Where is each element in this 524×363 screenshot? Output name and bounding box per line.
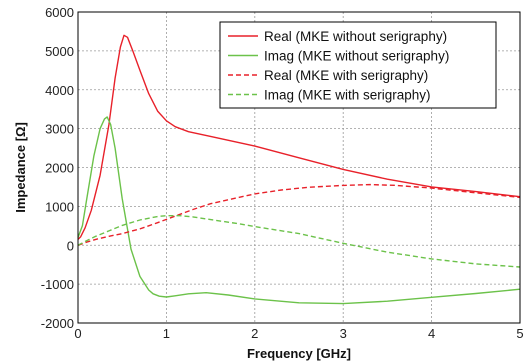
x-tick-label: 2 — [251, 326, 258, 341]
series-line-0 — [77, 34, 521, 240]
legend-entry-label: Imag (MKE with serigraphy) — [264, 88, 431, 103]
y-tick-label: 2000 — [45, 161, 74, 176]
x-axis-label: Frequency [GHz] — [247, 346, 351, 361]
plot-frame — [77, 11, 521, 324]
series-line-3 — [77, 215, 521, 268]
y-tick-label: 3000 — [45, 122, 74, 137]
legend-entry-label: Imag (MKE without serigraphy) — [264, 49, 449, 64]
y-tick-label: 4000 — [45, 83, 74, 98]
y-tick-label: 0 — [67, 238, 74, 253]
x-tick-label: 5 — [516, 326, 523, 341]
y-tick-label: -1000 — [41, 277, 74, 292]
x-tick-label: 3 — [340, 326, 347, 341]
y-tick-label: 6000 — [45, 5, 74, 20]
legend-box — [219, 21, 497, 109]
x-tick-label: 0 — [74, 326, 81, 341]
y-tick-label: 1000 — [45, 199, 74, 214]
tick-labels: 0 1 2 3 4 5 -2000 -1000 0 1000 2000 3000 4000 5000 600… — [41, 5, 524, 341]
legend: Real (MKE without serigraphy) Imag (MKE w… — [219, 21, 497, 109]
y-tick-label: 5000 — [45, 44, 74, 59]
series-lines — [77, 34, 521, 305]
x-tick-label: 4 — [428, 326, 435, 341]
legend-entry-label: Real (MKE with serigraphy) — [264, 68, 428, 83]
y-axis-label: Impedance [Ω] — [13, 122, 28, 213]
legend-entry-label: Real (MKE without serigraphy) — [264, 29, 447, 44]
series-line-2 — [77, 183, 521, 246]
y-tick-label: -2000 — [41, 316, 74, 331]
x-tick-label: 1 — [163, 326, 170, 341]
series-line-1 — [77, 116, 521, 305]
